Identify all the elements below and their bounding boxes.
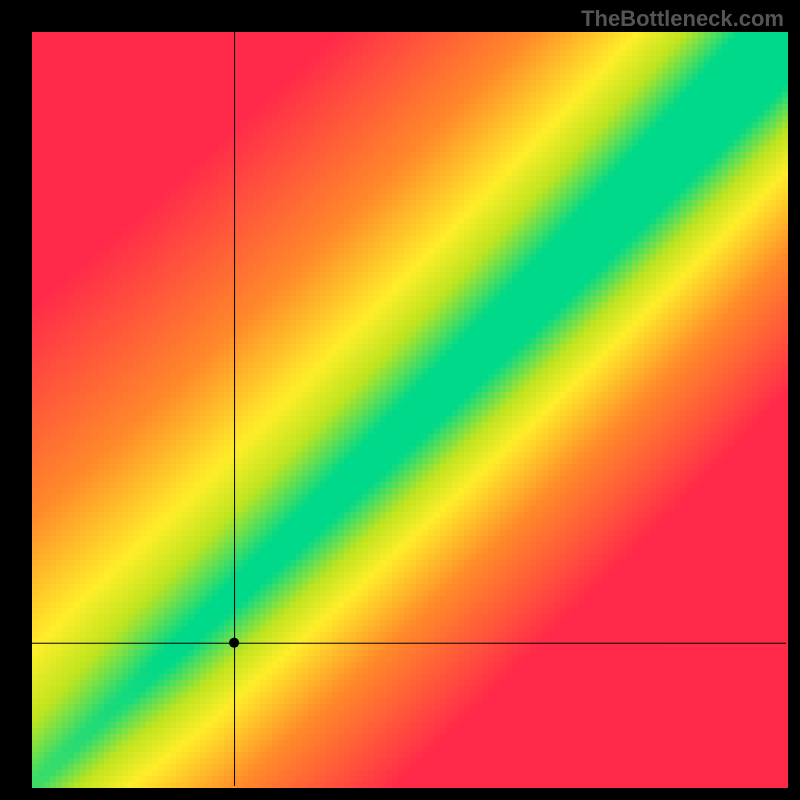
- heatmap-canvas: [0, 0, 800, 800]
- bottleneck-chart: TheBottleneck.com: [0, 0, 800, 800]
- watermark-text: TheBottleneck.com: [581, 6, 784, 32]
